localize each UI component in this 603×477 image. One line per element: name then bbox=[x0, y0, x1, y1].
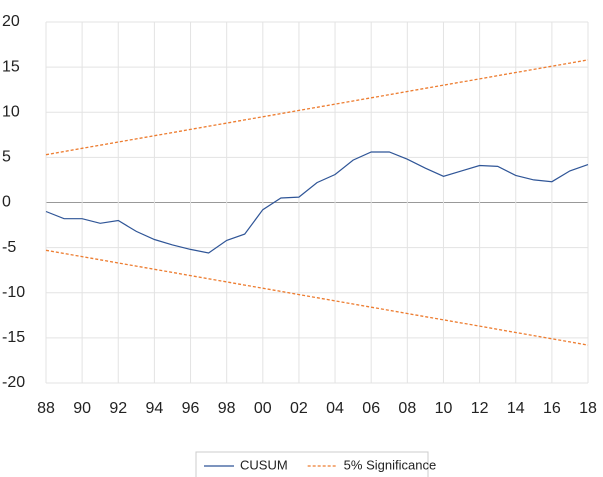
y-tick-label: -15 bbox=[2, 329, 25, 346]
series-line bbox=[45, 249, 589, 346]
x-tick-label: 10 bbox=[435, 400, 453, 417]
y-tick-label: -5 bbox=[2, 239, 16, 256]
x-tick-label: 98 bbox=[218, 400, 236, 417]
x-tick-label: 16 bbox=[543, 400, 561, 417]
x-tick-label: 90 bbox=[73, 400, 91, 417]
y-tick-label: -10 bbox=[2, 284, 25, 301]
y-tick-label: 10 bbox=[2, 103, 20, 120]
x-tick-label: 04 bbox=[326, 400, 344, 417]
y-tick-label: 15 bbox=[2, 58, 20, 75]
x-tick-label: 06 bbox=[362, 400, 380, 417]
y-tick-label: -20 bbox=[2, 374, 25, 391]
x-tick-label: 14 bbox=[507, 400, 525, 417]
x-tick-label: 18 bbox=[579, 400, 597, 417]
x-tick-label: 12 bbox=[471, 400, 489, 417]
x-tick-label: 92 bbox=[109, 400, 127, 417]
x-tick-label: 94 bbox=[146, 400, 164, 417]
x-tick-label: 02 bbox=[290, 400, 308, 417]
legend-box bbox=[195, 451, 429, 477]
x-tick-label: 08 bbox=[398, 400, 416, 417]
y-tick-label: 0 bbox=[2, 194, 11, 211]
legend-label: 5% Significance bbox=[344, 457, 437, 472]
y-tick-label: 20 bbox=[2, 13, 20, 30]
x-tick-label: 88 bbox=[37, 400, 55, 417]
series-line bbox=[45, 151, 589, 254]
y-tick-label: 5 bbox=[2, 149, 11, 166]
legend-label: CUSUM bbox=[240, 457, 288, 472]
x-tick-label: 00 bbox=[254, 400, 272, 417]
x-tick-label: 96 bbox=[182, 400, 200, 417]
series-line bbox=[45, 59, 589, 156]
